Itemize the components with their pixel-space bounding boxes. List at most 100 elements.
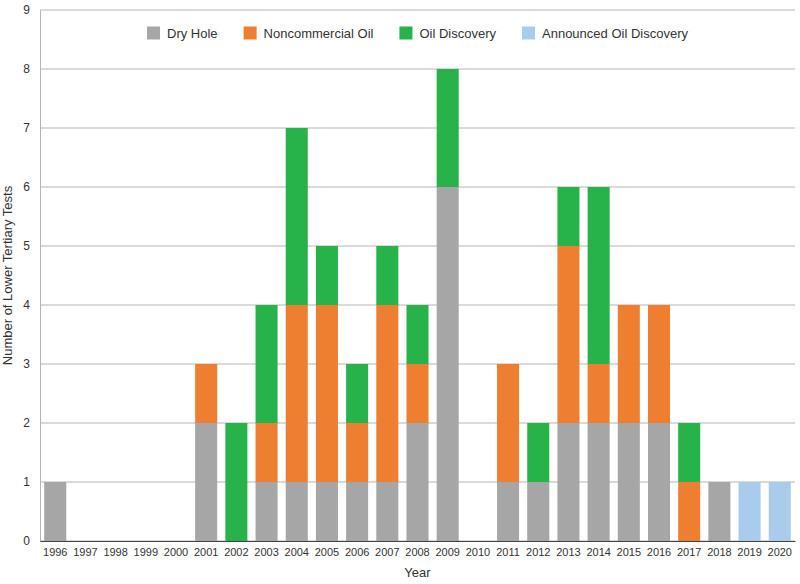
bar — [527, 482, 549, 541]
tick-label: 5 — [23, 239, 30, 253]
bar — [678, 423, 700, 424]
bar — [406, 305, 428, 364]
tick: 1 — [23, 475, 40, 489]
bar — [286, 128, 308, 305]
tick-label: 2012 — [526, 546, 550, 558]
bar — [497, 364, 519, 482]
bar — [557, 187, 579, 246]
legend-item: Oil Discovery — [399, 26, 496, 41]
tick-label: 2006 — [345, 546, 369, 558]
bar — [588, 364, 610, 423]
bar — [195, 423, 217, 541]
bar — [316, 246, 338, 247]
bar — [557, 187, 579, 188]
bar — [225, 423, 247, 541]
tick: 1997 — [73, 541, 97, 558]
bar — [44, 482, 66, 541]
bar — [467, 541, 489, 542]
tick: 4 — [23, 298, 40, 312]
tick-label: 2002 — [224, 546, 248, 558]
legend-label: Announced Oil Discovery — [542, 26, 688, 41]
tick-label: 6 — [23, 180, 30, 194]
tick: 2017 — [677, 541, 701, 558]
bar — [376, 482, 398, 541]
bar — [135, 541, 157, 542]
tick-label: 2009 — [435, 546, 459, 558]
tick-label: 3 — [23, 357, 30, 371]
tick: 5 — [23, 239, 40, 253]
x-axis-title: Year — [404, 565, 431, 580]
tick: 7 — [23, 121, 40, 135]
tick: 2006 — [345, 541, 369, 558]
tick: 2000 — [164, 541, 188, 558]
bar — [44, 482, 66, 483]
bar — [135, 541, 157, 542]
tick-label: 2000 — [164, 546, 188, 558]
legend-item: Announced Oil Discovery — [522, 26, 688, 41]
bar — [346, 364, 368, 365]
bar — [708, 482, 730, 483]
tick-label: 2008 — [405, 546, 429, 558]
tick-label: 8 — [23, 62, 30, 76]
bar — [286, 128, 308, 129]
bar — [165, 541, 187, 542]
tick: 2009 — [435, 541, 459, 558]
tick: 2013 — [556, 541, 580, 558]
bar — [708, 482, 730, 483]
tick-label: 2017 — [677, 546, 701, 558]
bar — [406, 364, 428, 423]
tick-label: 2013 — [556, 546, 580, 558]
bar — [195, 364, 217, 423]
bar — [648, 305, 670, 306]
tick: 2001 — [194, 541, 218, 558]
tick-label: 2018 — [707, 546, 731, 558]
bar — [467, 541, 489, 542]
tick: 2012 — [526, 541, 550, 558]
bar — [74, 541, 96, 542]
tick: 2005 — [315, 541, 339, 558]
bar — [105, 541, 127, 542]
legend-label: Oil Discovery — [419, 26, 496, 41]
bar — [497, 482, 519, 541]
bar — [44, 482, 66, 483]
bar — [588, 187, 610, 188]
y-axis-title: Number of Lower Tertiary Tests — [0, 185, 15, 365]
bar — [678, 482, 700, 541]
bar — [105, 541, 127, 542]
bar — [648, 423, 670, 541]
tick: 2008 — [405, 541, 429, 558]
bar — [557, 423, 579, 541]
bar — [588, 423, 610, 541]
bar — [497, 364, 519, 365]
bar — [678, 423, 700, 482]
tick-label: 2003 — [254, 546, 278, 558]
legend-label: Dry Hole — [167, 26, 218, 41]
tick-label: 2004 — [285, 546, 309, 558]
tick-label: 1997 — [73, 546, 97, 558]
legend-swatch — [399, 27, 412, 40]
bar — [105, 541, 127, 542]
bar — [557, 246, 579, 423]
bar — [437, 187, 459, 541]
bar — [346, 364, 368, 423]
bar — [135, 541, 157, 542]
tick-label: 2010 — [466, 546, 490, 558]
bar — [256, 423, 278, 482]
bar — [256, 305, 278, 423]
bar — [497, 364, 519, 365]
bar — [437, 69, 459, 70]
bar — [316, 482, 338, 541]
bar — [467, 541, 489, 542]
tick-label: 1998 — [103, 546, 127, 558]
tick: 1998 — [103, 541, 127, 558]
bar — [648, 305, 670, 423]
tick-label: 4 — [23, 298, 30, 312]
tick: 2004 — [285, 541, 309, 558]
bar — [44, 482, 66, 483]
tick: 9 — [23, 3, 40, 17]
bar — [769, 482, 791, 541]
tick-label: 7 — [23, 121, 30, 135]
bar — [165, 541, 187, 542]
bar — [165, 541, 187, 542]
legend-item: Dry Hole — [147, 26, 218, 41]
